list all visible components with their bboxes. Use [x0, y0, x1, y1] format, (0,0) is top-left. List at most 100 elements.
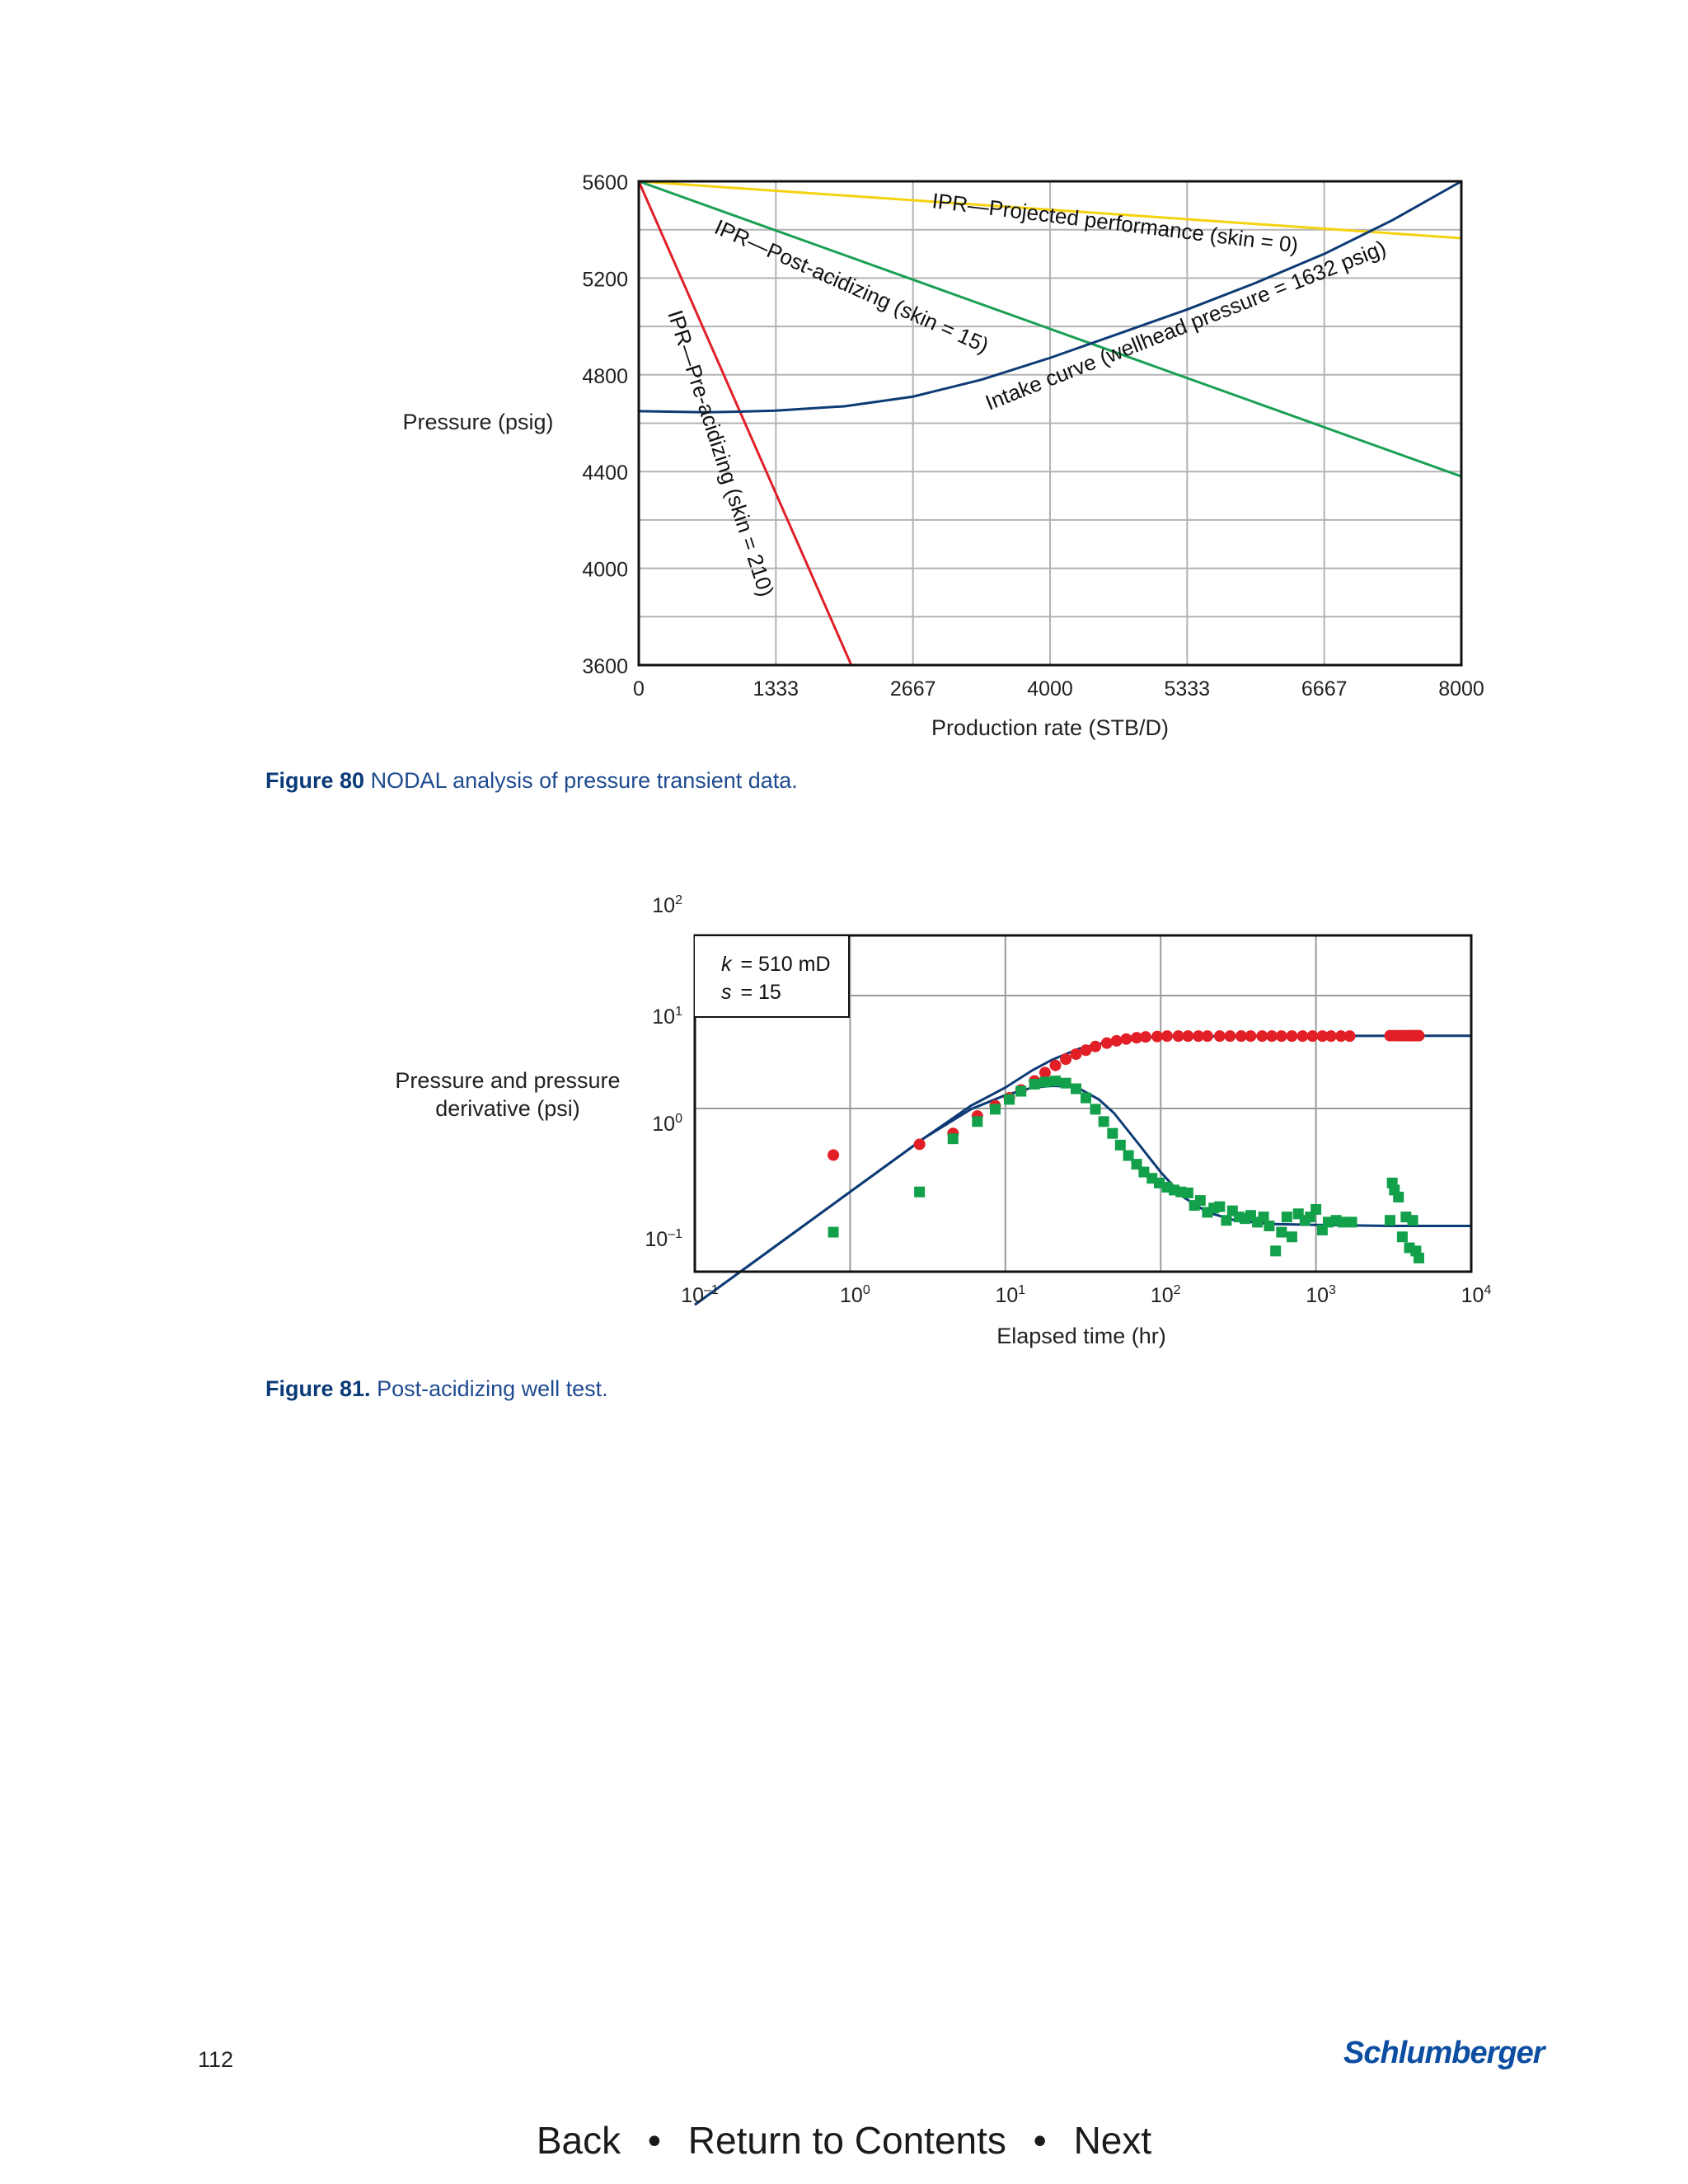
- derivative-point: [1276, 1226, 1287, 1238]
- pressure-point: [1110, 1034, 1123, 1047]
- derivative-point: [972, 1116, 983, 1127]
- figure-81-label: Figure 81.: [265, 1376, 371, 1401]
- y-tick-label: 4000: [582, 559, 628, 582]
- x-tick-label: 6667: [1301, 677, 1348, 701]
- figure-81-x-tick-labels: 10–1 100 101 102 103 104: [681, 1283, 1491, 1307]
- pressure-point: [1049, 1059, 1062, 1071]
- pressure-point: [1090, 1040, 1102, 1052]
- pressure-point: [1182, 1030, 1194, 1043]
- annotation-permeability: k = 510 mD: [721, 953, 831, 976]
- pressure-point: [1413, 1029, 1425, 1042]
- derivative-point: [947, 1133, 959, 1145]
- y-tick-label: 5200: [582, 268, 628, 291]
- derivative-point: [1338, 1216, 1349, 1228]
- figure-80-y-tick-labels: 3600 4000 4400 4800 5200 5600: [582, 171, 628, 678]
- figure-80-y-axis-label: Pressure (psig): [402, 410, 553, 434]
- model-curve-1: [694, 1034, 1472, 1306]
- x-tick-label: 104: [1461, 1283, 1492, 1307]
- page-number: 112: [198, 2047, 234, 2072]
- next-link[interactable]: Next: [1073, 2119, 1152, 2162]
- derivative-point: [1270, 1245, 1282, 1257]
- pressure-point: [1160, 1030, 1173, 1043]
- pressure-point: [1275, 1030, 1287, 1043]
- pressure-point: [1080, 1044, 1092, 1057]
- figure-81-data-points: [828, 1029, 1425, 1263]
- figure-80-caption-text: NODAL analysis of pressure transient dat…: [370, 768, 798, 793]
- figure-80-x-tick-labels: 0 1333 2667 4000 5333 6667 8000: [633, 677, 1484, 701]
- pressure-point: [1060, 1053, 1072, 1066]
- derivative-point: [1138, 1166, 1150, 1178]
- nav-separator: •: [1033, 2119, 1047, 2162]
- pressure-point: [1151, 1030, 1164, 1043]
- y-tick-label: 4400: [582, 462, 628, 485]
- pressure-point: [1131, 1032, 1143, 1044]
- pressure-point: [1100, 1037, 1113, 1049]
- figure-80-series: [637, 180, 1462, 666]
- pressure-point: [1120, 1033, 1132, 1045]
- derivative-point: [1346, 1216, 1357, 1228]
- pressure-point: [828, 1149, 840, 1161]
- derivative-point: [1384, 1215, 1395, 1226]
- x-tick-label: 101: [995, 1283, 1025, 1307]
- derivative-point: [1214, 1201, 1226, 1212]
- figure-81-y-axis-label: Pressure and pressure derivative (psi): [395, 1068, 620, 1121]
- back-link[interactable]: Back: [536, 2119, 621, 2162]
- pressure-point: [1306, 1030, 1319, 1043]
- derivative-point: [1090, 1104, 1101, 1115]
- x-tick-label: 2667: [890, 677, 936, 701]
- series-line-0: [638, 180, 1462, 240]
- derivative-point: [1286, 1231, 1297, 1243]
- figure-81-caption-text: Post-acidizing well test.: [377, 1376, 608, 1401]
- figure-81-y-tick-labels: 102 101 100 10–1: [645, 893, 682, 1251]
- derivative-point: [1264, 1220, 1275, 1231]
- pressure-point: [1343, 1030, 1356, 1043]
- derivative-point: [1258, 1212, 1269, 1223]
- x-tick-label: 10–1: [681, 1283, 719, 1307]
- derivative-point: [1080, 1092, 1091, 1104]
- derivative-point: [1070, 1083, 1081, 1094]
- pressure-point: [1039, 1066, 1051, 1079]
- pressure-point: [913, 1138, 926, 1151]
- figure-81-caption: Figure 81. Post-acidizing well test.: [265, 1376, 608, 1402]
- pressure-point: [1286, 1030, 1298, 1043]
- label-ipr-post-acidizing: IPR—Post-acidizing (skin = 15): [711, 214, 993, 358]
- nav-separator: •: [647, 2119, 661, 2162]
- return-to-contents-link[interactable]: Return to Contents: [687, 2119, 1006, 2162]
- label-ipr-pre-acidizing: IPR—Pre-acidizing (skin = 210): [663, 307, 779, 600]
- pressure-point: [1325, 1030, 1337, 1043]
- pressure-point: [1201, 1030, 1213, 1043]
- derivative-point: [1004, 1094, 1015, 1105]
- figure-81-model-curves: [694, 1034, 1472, 1306]
- derivative-point: [1050, 1076, 1062, 1087]
- pressure-point: [1070, 1048, 1082, 1061]
- derivative-point: [1039, 1076, 1051, 1088]
- y-tick-label: 101: [652, 1005, 682, 1029]
- pressure-point: [1335, 1030, 1348, 1043]
- derivative-point: [1194, 1195, 1206, 1207]
- pressure-point: [1245, 1030, 1257, 1043]
- series-line-1: [638, 180, 1462, 478]
- derivative-point: [1098, 1116, 1109, 1127]
- series-line-2: [637, 180, 853, 666]
- page-navigation: Back • Return to Contents • Next: [0, 2118, 1688, 2163]
- pressure-point: [1224, 1030, 1236, 1043]
- series-line-3: [638, 180, 1462, 414]
- annotation-skin: s = 15: [721, 981, 781, 1004]
- x-tick-label: 5333: [1164, 677, 1210, 701]
- x-tick-label: 100: [840, 1283, 870, 1307]
- derivative-point: [1123, 1150, 1134, 1161]
- derivative-point: [1281, 1212, 1292, 1223]
- derivative-point: [1107, 1127, 1118, 1139]
- x-tick-label: 4000: [1027, 677, 1073, 701]
- y-tick-label: 102: [652, 893, 682, 917]
- derivative-point: [1221, 1215, 1232, 1226]
- derivative-point: [828, 1226, 839, 1238]
- derivative-point: [989, 1104, 1001, 1115]
- figure-80-plot-frame: [637, 180, 1463, 667]
- pressure-point: [1139, 1031, 1151, 1043]
- y-tick-label: 4800: [582, 365, 628, 388]
- derivative-point: [1393, 1192, 1404, 1203]
- derivative-point: [1407, 1215, 1418, 1226]
- pressure-point: [1172, 1030, 1184, 1043]
- y-tick-label: 10–1: [645, 1227, 682, 1251]
